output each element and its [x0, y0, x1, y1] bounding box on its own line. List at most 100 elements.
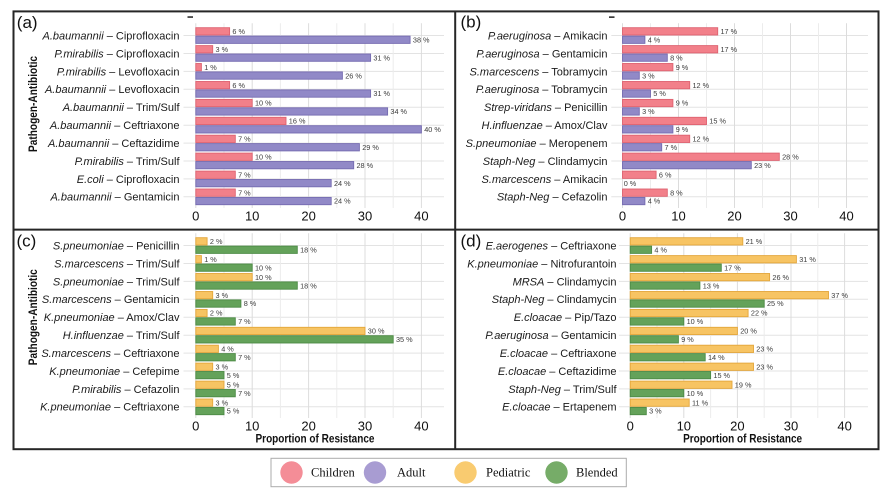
svg-text:4 %: 4 %	[221, 345, 234, 354]
svg-text:E.cloacae – Pip/Tazo: E.cloacae – Pip/Tazo	[514, 312, 617, 324]
svg-text:15 %: 15 %	[709, 117, 726, 126]
svg-text:37 %: 37 %	[831, 291, 848, 300]
svg-text:23 %: 23 %	[756, 363, 773, 372]
svg-text:20: 20	[727, 209, 741, 224]
svg-text:A.baumannii – Ceftazidime: A.baumannii – Ceftazidime	[47, 138, 179, 150]
svg-text:10: 10	[671, 209, 685, 224]
svg-text:34 %: 34 %	[390, 107, 407, 116]
svg-text:Strep-viridans – Penicillin: Strep-viridans – Penicillin	[484, 102, 608, 114]
svg-text:(d): (d)	[461, 232, 482, 251]
svg-text:9 %: 9 %	[676, 99, 689, 108]
svg-text:Pathogen-Antibiotic: Pathogen-Antibiotic	[28, 269, 40, 366]
svg-text:9 %: 9 %	[676, 63, 689, 72]
svg-text:K.pneumoniae – Nitrofurantoin: K.pneumoniae – Nitrofurantoin	[467, 258, 616, 270]
svg-text:A.baumannii – Ciprofloxacin: A.baumannii – Ciprofloxacin	[42, 30, 180, 42]
svg-text:Pathogen-Antibiotic: Pathogen-Antibiotic	[28, 55, 40, 152]
svg-text:11 %: 11 %	[692, 398, 709, 407]
svg-text:S.marcescens – Amikacin: S.marcescens – Amikacin	[482, 174, 608, 186]
svg-text:28 %: 28 %	[357, 161, 374, 170]
svg-text:6 %: 6 %	[232, 81, 245, 90]
svg-text:24 %: 24 %	[334, 179, 351, 188]
svg-text:0 %: 0 %	[624, 179, 637, 188]
svg-text:3 %: 3 %	[649, 407, 662, 416]
svg-text:6 %: 6 %	[232, 27, 245, 36]
svg-text:40: 40	[839, 209, 853, 224]
svg-text:30: 30	[784, 419, 798, 434]
svg-text:(a): (a)	[17, 13, 38, 32]
svg-text:S.marcescens – Trim/Sulf: S.marcescens – Trim/Sulf	[54, 258, 180, 270]
svg-text:8 %: 8 %	[670, 188, 683, 197]
svg-text:E.cloacae – Ceftriaxone: E.cloacae – Ceftriaxone	[500, 348, 617, 360]
svg-text:35 %: 35 %	[396, 335, 413, 344]
svg-text:31 %: 31 %	[373, 53, 390, 62]
svg-text:Adult: Adult	[397, 466, 426, 480]
svg-text:10 %: 10 %	[687, 317, 704, 326]
svg-text:A.baumannii – Levofloxacin: A.baumannii – Levofloxacin	[44, 84, 180, 96]
svg-text:21 %: 21 %	[746, 237, 763, 246]
svg-text:17 %: 17 %	[721, 27, 738, 36]
svg-text:Blended: Blended	[576, 466, 618, 480]
svg-text:14 %: 14 %	[708, 353, 725, 362]
svg-text:7 %: 7 %	[238, 135, 251, 144]
svg-text:23 %: 23 %	[756, 345, 773, 354]
svg-text:5 %: 5 %	[227, 380, 240, 389]
svg-text:10 %: 10 %	[255, 153, 272, 162]
svg-text:5 %: 5 %	[227, 407, 240, 416]
svg-text:4 %: 4 %	[648, 36, 661, 45]
svg-text:10 %: 10 %	[255, 273, 272, 282]
svg-text:5 %: 5 %	[227, 371, 240, 380]
svg-text:15 %: 15 %	[713, 371, 730, 380]
svg-text:4 %: 4 %	[654, 245, 667, 254]
svg-text:P.aeruginosa – Gentamicin: P.aeruginosa – Gentamicin	[476, 48, 607, 60]
svg-text:7 %: 7 %	[238, 170, 251, 179]
svg-text:1 %: 1 %	[204, 63, 217, 72]
svg-text:E.cloacae – Ertapenem: E.cloacae – Ertapenem	[502, 402, 616, 414]
svg-text:Proportion of Resistance: Proportion of Resistance	[683, 433, 802, 445]
svg-text:29 %: 29 %	[362, 143, 379, 152]
svg-text:3 %: 3 %	[216, 291, 229, 300]
svg-text:0: 0	[192, 419, 199, 434]
svg-text:S.pneumoniae – Penicillin: S.pneumoniae – Penicillin	[53, 240, 180, 252]
svg-text:7 %: 7 %	[238, 353, 251, 362]
svg-text:7 %: 7 %	[238, 389, 251, 398]
svg-text:Proportion of Resistance: Proportion of Resistance	[256, 433, 375, 445]
svg-text:S.marcescens – Gentamicin: S.marcescens – Gentamicin	[42, 294, 180, 306]
svg-text:2 %: 2 %	[210, 237, 223, 246]
svg-text:P.aeruginosa – Gentamicin: P.aeruginosa – Gentamicin	[485, 330, 616, 342]
svg-text:H.influenzae – Trim/Sulf: H.influenzae – Trim/Sulf	[63, 330, 181, 342]
svg-text:17 %: 17 %	[721, 45, 738, 54]
svg-text:MRSA – Clindamycin: MRSA – Clindamycin	[513, 276, 617, 288]
svg-text:7 %: 7 %	[665, 143, 678, 152]
svg-text:8 %: 8 %	[670, 53, 683, 62]
svg-text:Staph-Neg – Trim/Sulf: Staph-Neg – Trim/Sulf	[508, 384, 617, 396]
svg-text:31 %: 31 %	[799, 255, 816, 264]
svg-text:Staph-Neg – Clindamycin: Staph-Neg – Clindamycin	[492, 294, 617, 306]
svg-text:K.pneumoniae – Cefepime: K.pneumoniae – Cefepime	[49, 366, 179, 378]
svg-text:6 %: 6 %	[659, 170, 672, 179]
svg-text:30: 30	[358, 209, 372, 224]
svg-text:H.influenzae – Amox/Clav: H.influenzae – Amox/Clav	[482, 120, 608, 132]
svg-text:40: 40	[414, 209, 428, 224]
svg-text:0: 0	[627, 419, 634, 434]
svg-text:24 %: 24 %	[334, 197, 351, 206]
svg-text:P.mirabilis – Levofloxacin: P.mirabilis – Levofloxacin	[57, 66, 180, 78]
svg-text:5 %: 5 %	[653, 89, 666, 98]
svg-text:1 %: 1 %	[204, 255, 217, 264]
svg-text:P.mirabilis – Cefazolin: P.mirabilis – Cefazolin	[72, 384, 179, 396]
svg-text:K.pneumoniae – Amox/Clav: K.pneumoniae – Amox/Clav	[44, 312, 180, 324]
svg-text:40 %: 40 %	[424, 125, 441, 134]
svg-text:K.pneumoniae – Ceftriaxone: K.pneumoniae – Ceftriaxone	[40, 402, 179, 414]
svg-text:P.aeruginosa – Tobramycin: P.aeruginosa – Tobramycin	[476, 84, 608, 96]
svg-text:Children: Children	[311, 466, 355, 480]
svg-text:2 %: 2 %	[210, 309, 223, 318]
svg-text:19 %: 19 %	[735, 380, 752, 389]
svg-text:9 %: 9 %	[676, 125, 689, 134]
svg-text:10 %: 10 %	[687, 389, 704, 398]
svg-text:S.pneumoniae – Meropenem: S.pneumoniae – Meropenem	[466, 138, 608, 150]
svg-text:31 %: 31 %	[373, 89, 390, 98]
svg-text:16 %: 16 %	[289, 117, 306, 126]
svg-text:8 %: 8 %	[244, 299, 257, 308]
svg-text:30: 30	[783, 209, 797, 224]
svg-text:0: 0	[192, 209, 199, 224]
svg-text:12 %: 12 %	[693, 81, 710, 90]
